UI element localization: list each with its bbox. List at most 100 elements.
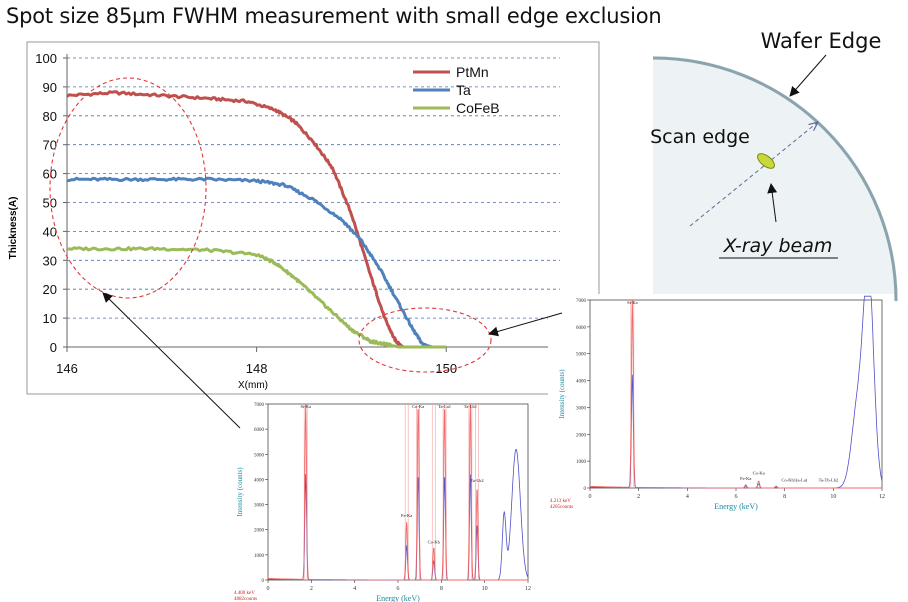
spectrum-x-tick-label: 10 — [830, 494, 836, 500]
edge-highlight-ellipse — [358, 307, 492, 373]
spectrum-x-tick-label: 0 — [267, 586, 270, 592]
spectrum-x-tick-label: 12 — [879, 494, 885, 500]
y-tick-label: 100 — [35, 51, 57, 66]
spectrum-y-tick-label: 5000 — [576, 353, 587, 358]
spectrum-y-tick-label: 0 — [584, 487, 587, 492]
series-line-cofeb — [66, 246, 447, 349]
spectrum-cursor-readout: 4.400 keV — [234, 591, 255, 596]
spectrum-peak-label: Co-Kb — [428, 540, 441, 545]
wafer-edge-arc — [652, 56, 898, 302]
y-tick-label: 80 — [43, 109, 57, 124]
y-tick-label: 40 — [43, 224, 57, 239]
chart-frame — [26, 41, 600, 395]
spectrum-y-tick-label: 5000 — [254, 453, 265, 458]
spectrum-y-tick-label: 2000 — [254, 529, 265, 534]
spectrum-y-tick-label: 6000 — [254, 428, 265, 433]
chart-axes — [63, 54, 560, 352]
spectrum-y-tick-label: 7000 — [576, 299, 587, 304]
spectrum-y-tick-label: 3000 — [576, 406, 587, 411]
spectrum-x-tick-label: 12 — [525, 586, 531, 592]
edge-to-spectrum-arrow — [488, 312, 563, 337]
y-tick-label: 20 — [43, 282, 57, 297]
wafer-diagram: Wafer Edge Scan edge X-ray beam — [650, 29, 898, 302]
spectrum-background — [548, 294, 892, 512]
spectrum-peak-label: Co-Kb1(a-La) — [782, 477, 808, 482]
y-tick-labels: 0 10 20 30 40 50 60 70 80 90 100 — [35, 51, 57, 355]
spectrum-x-tick-label: 8 — [440, 586, 443, 592]
chart-legend: PtMn Ta CoFeB — [413, 64, 500, 116]
y-tick-label: 0 — [50, 340, 57, 355]
chart-gridlines — [67, 57, 560, 319]
spectrum-y-tick-label: 0 — [262, 579, 265, 584]
spectrum-y-tick-label: 4000 — [576, 380, 587, 385]
legend-label-ptmn: PtMn — [456, 64, 489, 80]
wafer-area-bottom — [653, 290, 898, 294]
spectrum-peak-label: Fe-Ka — [401, 513, 412, 518]
spectrum-peak-label: Ta-Lb2 — [470, 478, 483, 483]
spectrum-peak-label: Co-Ka — [753, 471, 765, 476]
series-line-ta — [66, 176, 447, 349]
page-title: Spot size 85µm FWHM measurement with sma… — [6, 4, 662, 28]
spectrum-edge: 0 1000 2000 3000 4000 5000 6000 7000 0 2 4 6 8 10 12 En… — [548, 294, 892, 512]
spectrum-peak-label: Co-Ka — [412, 404, 424, 409]
spectrum-y-label: Intensity (counts) — [558, 369, 566, 419]
series-line-ptmn — [66, 90, 447, 349]
spectrum-y-tick-label: 3000 — [254, 504, 265, 509]
spectrum-x-tick-label: 6 — [397, 586, 400, 592]
spectrum-x-tick-label: 0 — [589, 494, 592, 500]
spectrum-peak-label: Si-Ka — [627, 300, 638, 305]
x-tick-label: 146 — [56, 361, 78, 376]
spectrum-peak-label: Ta-La1 — [438, 404, 451, 409]
spectrum-y-tick-label: 1000 — [254, 554, 265, 559]
scan-edge-label: Scan edge — [650, 126, 750, 148]
spectrum-x-label: Energy (keV) — [714, 502, 758, 511]
legend-label-cofeb: CoFeB — [456, 100, 500, 116]
x-tick-label: 148 — [246, 361, 268, 376]
wafer-edge-arrow — [789, 54, 827, 97]
plateau-to-spectrum-arrow — [102, 292, 241, 429]
spectrum-peak-label: Fe-Ka — [740, 476, 751, 481]
x-tick-label: 150 — [435, 361, 457, 376]
plateau-highlight-ellipse — [49, 77, 207, 299]
x-tick-labels: 146 148 150 — [56, 361, 457, 376]
y-axis-label: Thickness(A) — [8, 197, 19, 260]
spectrum-cursor-readout: 4.213 keV — [550, 499, 571, 504]
legend-label-ta: Ta — [456, 82, 471, 98]
spectrum-x-tick-label: 6 — [735, 494, 738, 500]
spectrum-background — [232, 396, 538, 602]
x-axis-label: X(mm) — [238, 380, 268, 391]
spectrum-y-tick-label: 2000 — [576, 433, 587, 438]
y-tick-label: 60 — [43, 167, 57, 182]
wafer-edge-label: Wafer Edge — [761, 29, 882, 53]
spectrum-red-trace — [590, 299, 882, 489]
y-tick-label: 70 — [43, 138, 57, 153]
spectrum-red-trace — [268, 403, 528, 581]
spectrum-x-tick-label: 4 — [686, 494, 689, 500]
spectrum-x-tick-label: 8 — [783, 494, 786, 500]
spectrum-y-tick-label: 1000 — [576, 460, 587, 465]
y-tick-label: 90 — [43, 80, 57, 95]
spectrum-cursor-readout: 4882counts — [234, 597, 257, 602]
spectrum-y-label: Intensity (counts) — [236, 467, 244, 517]
spectrum-peak-label: Si-Ka — [300, 404, 311, 409]
spectrum-x-tick-label: 10 — [482, 586, 488, 592]
beam-spot — [757, 153, 775, 169]
y-tick-label: 30 — [43, 253, 57, 268]
spectrum-peak-label: Ta-Tb-Lb2 — [819, 477, 839, 482]
spectrum-y-tick-label: 6000 — [576, 326, 587, 331]
spectrum-y-tick-label: 4000 — [254, 478, 265, 483]
spectrum-x-tick-label: 2 — [310, 586, 313, 592]
spectrum-x-tick-label: 4 — [353, 586, 356, 592]
spectrum-cursor-readout: 4205counts — [550, 505, 573, 510]
xray-beam-label: X-ray beam — [723, 235, 833, 257]
spectrum-y-tick-label: 7000 — [254, 403, 265, 408]
wafer-area — [653, 56, 898, 301]
spectrum-x-label: Energy (keV) — [376, 594, 420, 602]
spectrum-x-tick-label: 2 — [637, 494, 640, 500]
thickness-chart: 0 10 20 30 40 50 60 70 80 90 100 146 148 150 PtMn Ta C… — [8, 41, 600, 395]
spectrum-peak-label: Ta-Lb1 — [464, 404, 477, 409]
xray-beam-arrow — [767, 183, 778, 223]
y-tick-label: 10 — [43, 311, 57, 326]
spectrum-plateau: 0 1000 2000 3000 4000 5000 6000 7000 0 2 4 6 8 10 12 En… — [232, 396, 538, 602]
